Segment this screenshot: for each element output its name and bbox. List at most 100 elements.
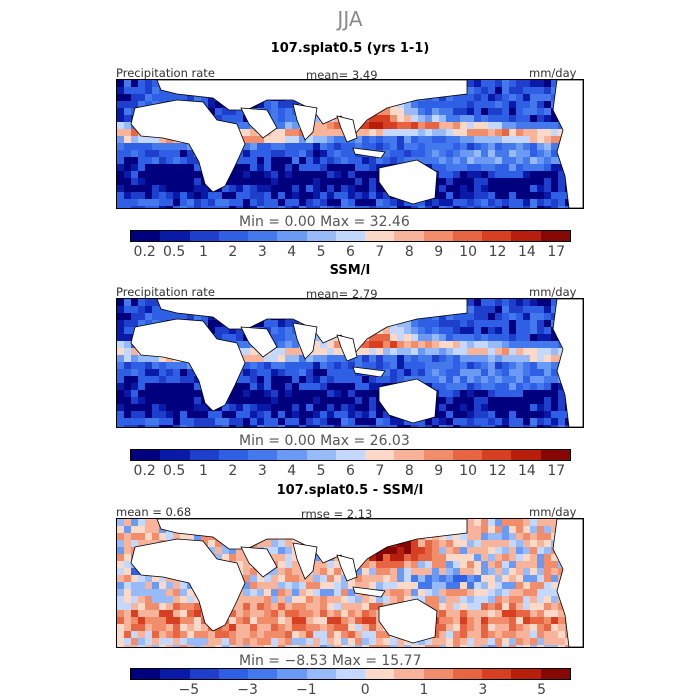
field-cell <box>250 143 258 151</box>
field-cell <box>537 376 545 384</box>
field-cell <box>159 411 167 419</box>
field-cell <box>474 80 482 88</box>
field-cell <box>159 94 167 102</box>
field-cell <box>404 327 412 335</box>
field-cell <box>229 624 237 632</box>
field-cell <box>124 631 132 639</box>
field-cell <box>509 554 517 562</box>
field-cell <box>439 129 447 137</box>
field-cell <box>306 192 314 200</box>
field-cell <box>243 341 251 349</box>
field-cell <box>495 101 503 109</box>
field-cell <box>544 87 552 95</box>
field-cell <box>180 171 188 179</box>
field-cell <box>467 645 475 647</box>
field-cell <box>551 348 559 356</box>
field-cell <box>509 582 517 590</box>
field-cell <box>348 404 356 412</box>
field-cell <box>271 540 279 548</box>
field-cell <box>187 369 195 377</box>
field-cell <box>173 425 181 427</box>
field-cell <box>271 390 279 398</box>
field-cell <box>432 108 440 116</box>
field-cell <box>124 582 132 590</box>
field-cell <box>117 143 125 151</box>
field-cell <box>145 638 153 646</box>
colorbar-tick-label: 0.5 <box>162 244 186 260</box>
field-cell <box>355 164 363 172</box>
field-cell <box>173 185 181 193</box>
field-cell <box>250 596 258 604</box>
field-cell <box>502 638 510 646</box>
field-cell <box>166 390 174 398</box>
field-cell <box>390 341 398 349</box>
colorbar-swatch <box>511 231 541 241</box>
field-cell <box>201 206 209 208</box>
field-cell <box>523 355 531 363</box>
colorbar-swatch <box>335 450 366 460</box>
field-cell <box>334 624 342 632</box>
field-cell <box>467 568 475 576</box>
field-cell <box>390 143 398 151</box>
field-cell <box>474 150 482 158</box>
field-cell <box>180 404 188 412</box>
field-cell <box>369 178 377 186</box>
field-cell <box>194 596 202 604</box>
field-cell <box>292 115 300 123</box>
field-cell <box>439 638 447 646</box>
colorbar-tick-label: −5 <box>178 682 200 698</box>
field-cell <box>460 206 468 208</box>
colorbar-swatch <box>365 669 395 679</box>
field-cell <box>166 582 174 590</box>
field-cell <box>467 101 475 109</box>
field-cell <box>369 425 377 427</box>
colorbar-swatch <box>511 450 541 460</box>
field-cell <box>138 589 146 597</box>
field-cell <box>138 418 146 426</box>
field-cell <box>432 631 440 639</box>
field-cell <box>530 376 538 384</box>
field-cell <box>446 164 454 172</box>
field-cell <box>495 603 503 611</box>
field-cell <box>495 306 503 314</box>
field-cell <box>341 631 349 639</box>
field-cell <box>523 115 531 123</box>
field-cell <box>523 404 531 412</box>
field-cell <box>530 129 538 137</box>
field-cell <box>551 561 559 569</box>
field-cell <box>334 390 342 398</box>
colorbar-tick-label: 5 <box>537 682 547 698</box>
field-cell <box>502 129 510 137</box>
field-cell <box>292 206 300 208</box>
field-cell <box>334 157 342 165</box>
field-cell <box>187 171 195 179</box>
field-cell <box>523 192 531 200</box>
field-cell <box>495 418 503 426</box>
field-cell <box>488 101 496 109</box>
field-cell <box>460 313 468 321</box>
field-cell <box>369 390 377 398</box>
field-cell <box>439 547 447 555</box>
field-cell <box>537 299 545 307</box>
field-cell <box>537 631 545 639</box>
field-cell <box>334 129 342 137</box>
field-cell <box>341 136 349 144</box>
field-cell <box>327 638 335 646</box>
field-cell <box>285 334 293 342</box>
field-cell <box>341 390 349 398</box>
field-cell <box>187 596 195 604</box>
field-cell <box>271 369 279 377</box>
field-cell <box>383 589 391 597</box>
field-cell <box>404 334 412 342</box>
field-cell <box>257 185 265 193</box>
field-cell <box>418 122 426 130</box>
field-cell <box>523 418 531 426</box>
field-cell <box>278 589 286 597</box>
field-cell <box>264 171 272 179</box>
field-cell <box>229 638 237 646</box>
field-cell <box>495 369 503 377</box>
field-cell <box>208 547 216 555</box>
field-cell <box>285 638 293 646</box>
field-cell <box>355 404 363 412</box>
field-cell <box>152 383 160 391</box>
